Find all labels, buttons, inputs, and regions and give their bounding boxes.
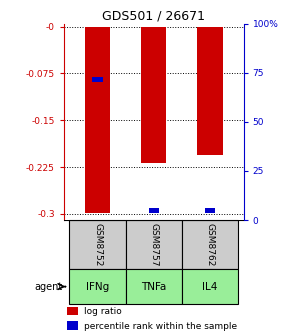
Bar — [149, 208, 159, 213]
Bar — [69, 269, 126, 304]
Bar — [126, 220, 182, 269]
Bar — [197, 27, 222, 155]
Title: GDS501 / 26671: GDS501 / 26671 — [102, 9, 205, 23]
Text: IFNg: IFNg — [86, 282, 109, 292]
Text: GSM8752: GSM8752 — [93, 223, 102, 266]
Bar — [205, 208, 215, 213]
Bar — [182, 269, 238, 304]
Bar — [141, 27, 166, 163]
Text: TNFa: TNFa — [141, 282, 166, 292]
Bar — [182, 220, 238, 269]
Text: log ratio: log ratio — [84, 307, 121, 316]
Bar — [126, 269, 182, 304]
Bar — [85, 27, 110, 213]
Bar — [93, 77, 103, 82]
Text: agent: agent — [35, 282, 63, 292]
Text: IL4: IL4 — [202, 282, 218, 292]
Bar — [69, 220, 126, 269]
Bar — [67, 321, 78, 330]
Text: GSM8757: GSM8757 — [149, 223, 158, 266]
Text: percentile rank within the sample: percentile rank within the sample — [84, 322, 237, 331]
Text: GSM8762: GSM8762 — [205, 223, 214, 266]
Bar — [67, 307, 78, 316]
